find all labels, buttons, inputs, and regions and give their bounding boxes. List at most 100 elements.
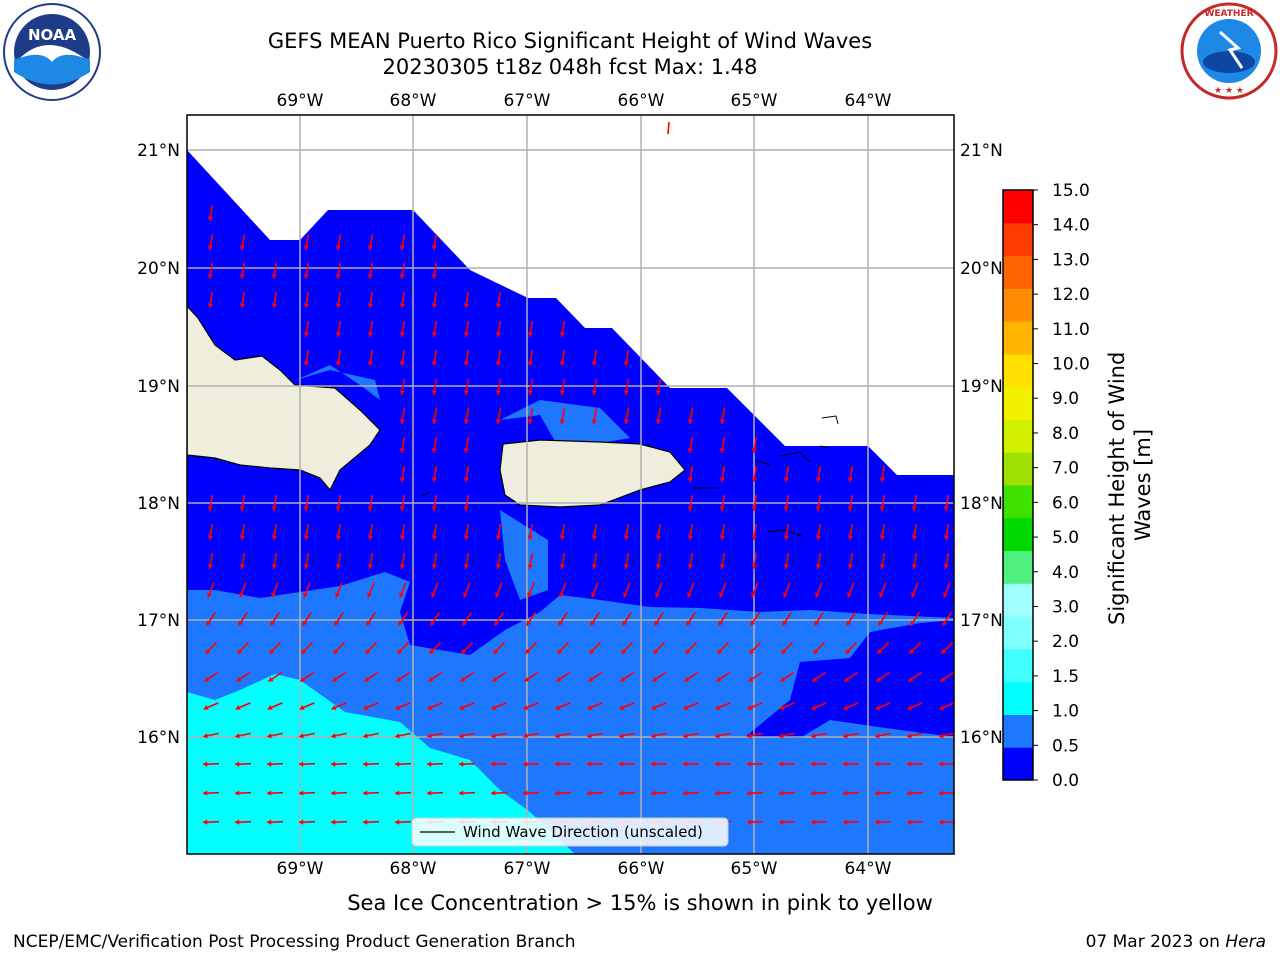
wave-direction-arrowhead [459, 705, 465, 710]
wave-direction-arrowhead [399, 274, 405, 279]
wave-direction-arrowhead [943, 535, 949, 540]
wave-direction-arrowhead [271, 564, 277, 569]
wave-direction-arrowhead [843, 761, 848, 767]
footer-date: 07 Mar 2023 on [1085, 932, 1226, 952]
wave-direction-arrowhead [335, 592, 341, 598]
wave-direction-arrowhead [462, 620, 468, 626]
wave-direction-arrowhead [463, 506, 469, 511]
wave-direction-arrowhead [495, 535, 501, 540]
wave-direction-arrowhead [716, 676, 722, 682]
wave-direction-arrowhead [811, 705, 817, 710]
wave-direction-arrowhead [463, 332, 469, 337]
wave-direction-arrowhead [719, 506, 725, 511]
wave-direction-arrowhead [910, 620, 916, 626]
wave-direction-arrowhead [559, 390, 565, 395]
wave-direction-arrowhead [559, 535, 565, 540]
lat-label: 16°N [960, 728, 1003, 748]
wave-direction-arrowhead [555, 733, 560, 739]
wave-direction-arrowhead [811, 761, 816, 767]
wave-direction-arrowhead [652, 676, 658, 682]
wave-direction-arrowhead [431, 245, 437, 250]
wave-direction-arrowhead [363, 819, 368, 825]
wave-direction-arrowhead [623, 535, 629, 540]
wave-direction-arrowhead [619, 705, 625, 710]
wave-direction-arrowhead [267, 705, 273, 710]
wave-direction-arrowhead [943, 506, 949, 511]
wave-direction-arrowhead [363, 733, 368, 739]
map-legend: Wind Wave Direction (unscaled) [411, 817, 729, 847]
wave-direction-arrowhead [495, 419, 501, 424]
wave-direction-arrowhead [783, 506, 789, 511]
wave-direction-arrowhead [207, 274, 213, 279]
colorbar-segment [1003, 648, 1033, 683]
wave-direction-arrowhead [431, 535, 437, 540]
colorbar-segment [1003, 222, 1033, 257]
wave-direction-arrowhead [203, 819, 208, 825]
colorbar-segment [1003, 583, 1033, 617]
wave-direction-arrowhead [623, 592, 629, 598]
wave-direction-arrowhead [527, 332, 533, 337]
wave-direction-arrowhead [431, 564, 437, 569]
wave-direction-arrowhead [399, 592, 405, 598]
wave-direction-arrowhead [207, 506, 213, 511]
wave-direction-arrowhead [843, 705, 849, 710]
wave-direction-arrowhead [523, 705, 529, 710]
wave-direction-arrowhead [717, 648, 723, 654]
wave-direction-arrowhead [235, 790, 240, 796]
lat-label: 16°N [137, 728, 180, 748]
colorbar-tick-label: 3.0 [1052, 597, 1079, 617]
wave-direction-arrowhead [301, 648, 307, 654]
wave-direction-arrowhead [779, 790, 784, 796]
wave-direction-arrowhead [747, 819, 752, 825]
wave-direction-arrowhead [427, 761, 432, 767]
colorbar-segment [1003, 517, 1033, 552]
wave-direction-arrowhead [525, 648, 531, 654]
wave-direction-arrowhead [879, 477, 885, 482]
wave-direction-arrowhead [205, 648, 211, 654]
wave-direction-arrowhead [909, 648, 915, 654]
lon-label: 69°W [277, 91, 324, 111]
wave-direction-arrowhead [814, 620, 820, 626]
wave-direction-arrowhead [783, 564, 789, 569]
noaa-logo: NOAA [2, 2, 102, 102]
wave-direction-arrowhead [715, 733, 720, 739]
wave-direction-arrowhead [207, 535, 213, 540]
wave-direction-arrowhead [683, 733, 688, 739]
wave-direction-arrowhead [492, 676, 498, 682]
wave-direction-arrowhead [268, 676, 274, 682]
wave-direction-arrowhead [239, 564, 245, 569]
wave-direction-arrowhead [751, 535, 757, 540]
lon-label: 69°W [277, 859, 324, 879]
lat-labels-right: 21°N 20°N 19°N 18°N 17°N 16°N [960, 141, 1003, 748]
colorbar-label: Significant Height of Wind Waves [m] [1105, 345, 1155, 625]
chart-subtitle: 20230305 t18z 048h fcst Max: 1.48 [382, 55, 758, 79]
wave-direction-arrowhead [556, 676, 562, 682]
wave-direction-arrowhead [334, 620, 340, 626]
wave-direction-arrowhead [395, 733, 400, 739]
wave-direction-arrowhead [363, 705, 369, 710]
wave-direction-arrowhead [459, 761, 464, 767]
wave-direction-arrowhead [267, 761, 272, 767]
wave-direction-arrowhead [687, 506, 693, 511]
wave-direction-arrowhead [299, 819, 304, 825]
wave-direction-arrowhead [459, 790, 464, 796]
wave-direction-arrowhead [335, 245, 341, 250]
wave-direction-arrowhead [811, 790, 816, 796]
wave-direction-arrowhead [399, 332, 405, 337]
wave-direction-arrowhead [460, 676, 466, 682]
wave-direction-arrowhead [686, 620, 692, 626]
wave-direction-arrowhead [395, 705, 401, 710]
wave-direction-arrowhead [493, 648, 499, 654]
wave-direction-arrowhead [687, 564, 693, 569]
wave-direction-arrowhead [463, 361, 469, 366]
graticule [187, 115, 954, 854]
wave-direction-arrowhead [621, 648, 627, 654]
wave-direction-arrowhead [399, 303, 405, 308]
wave-direction-arrowhead [204, 676, 210, 682]
wave-direction-arrowhead [845, 648, 851, 654]
land-virgin-islands [421, 415, 839, 537]
colorbar-tick-label: 5.0 [1052, 528, 1079, 548]
wave-direction-arrowhead [939, 761, 944, 767]
wind-wave-direction-arrows [202, 121, 954, 825]
wave-direction-arrowhead [395, 790, 400, 796]
